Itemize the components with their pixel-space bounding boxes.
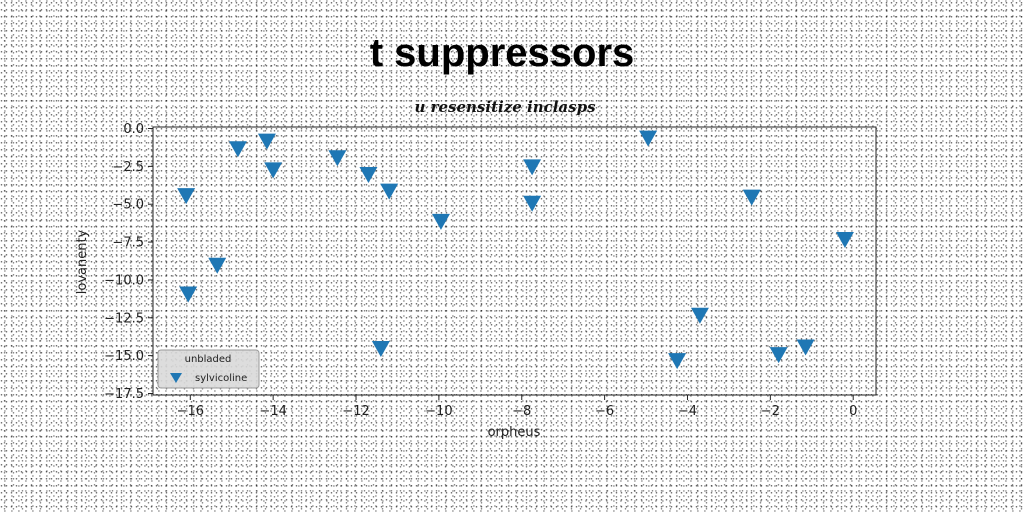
data-point-marker	[359, 166, 378, 183]
x-axis-ticks: −16 −14 −12 −10 −8 −6 −4 −2 0	[177, 395, 857, 419]
chart-subtitle: u resensitize inclasps	[414, 98, 596, 116]
x-tick-label: −6	[595, 404, 614, 419]
x-axis-label: orpheus	[488, 425, 541, 440]
data-point-marker	[523, 195, 542, 212]
y-tick-label: −17.5	[104, 387, 144, 402]
y-tick-label: −15.0	[104, 349, 144, 364]
chart-title: t suppressors	[370, 31, 635, 75]
plot-area-frame	[152, 126, 877, 396]
x-tick-label: −8	[512, 404, 531, 419]
series-markers	[177, 130, 854, 370]
data-point-marker	[431, 213, 450, 230]
data-point-marker	[690, 307, 709, 324]
data-point-marker	[208, 257, 227, 274]
data-point-marker	[257, 133, 276, 150]
y-axis-label: lovanenty	[75, 229, 90, 294]
data-point-marker	[177, 188, 196, 205]
y-tick-label: −10.0	[104, 273, 144, 288]
data-point-marker	[639, 130, 658, 147]
data-point-marker	[179, 286, 198, 303]
legend-title: unbladed	[185, 354, 232, 365]
y-tick-label: −2.5	[112, 160, 144, 175]
legend: unbladed sylvicoline	[157, 349, 260, 389]
data-point-marker	[742, 189, 761, 206]
data-point-marker	[668, 353, 687, 370]
data-point-marker	[769, 347, 788, 364]
y-tick-label: −7.5	[112, 236, 144, 251]
x-tick-label: −16	[177, 404, 204, 419]
data-point-marker	[328, 150, 347, 167]
y-tick-label: 0.0	[123, 122, 144, 137]
x-tick-label: −4	[678, 404, 697, 419]
x-tick-label: 0	[849, 404, 857, 419]
data-point-marker	[371, 341, 390, 358]
legend-marker-icon	[170, 373, 182, 383]
legend-box	[157, 349, 260, 389]
y-tick-label: −5.0	[112, 198, 144, 213]
y-tick-label: −12.5	[104, 311, 144, 326]
data-point-marker	[835, 232, 854, 249]
data-point-marker	[523, 159, 542, 176]
x-tick-label: −2	[761, 404, 780, 419]
x-tick-label: −12	[342, 404, 369, 419]
data-point-marker	[264, 162, 283, 179]
x-tick-label: −10	[425, 404, 452, 419]
x-tick-label: −14	[259, 404, 286, 419]
data-point-marker	[796, 339, 815, 356]
data-point-marker	[228, 141, 247, 158]
data-point-marker	[380, 183, 399, 200]
y-axis-ticks: 0.0 −2.5 −5.0 −7.5 −10.0 −12.5 −15.0 −17.5	[104, 122, 153, 402]
legend-entry-label: sylvicoline	[195, 373, 247, 384]
